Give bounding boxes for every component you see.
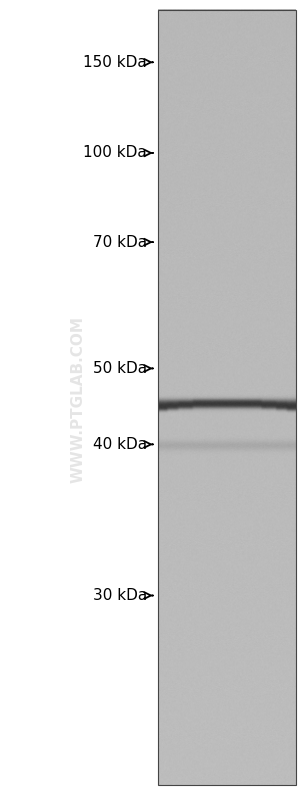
Text: 100 kDa: 100 kDa xyxy=(83,145,147,161)
Text: 150 kDa: 150 kDa xyxy=(83,55,147,70)
Text: 30 kDa: 30 kDa xyxy=(93,588,147,603)
Text: 40 kDa: 40 kDa xyxy=(93,437,147,452)
Text: 70 kDa: 70 kDa xyxy=(93,235,147,249)
Text: 50 kDa: 50 kDa xyxy=(93,361,147,376)
Bar xyxy=(158,10,296,785)
Text: WWW.PTGLAB.COM: WWW.PTGLAB.COM xyxy=(70,316,86,483)
